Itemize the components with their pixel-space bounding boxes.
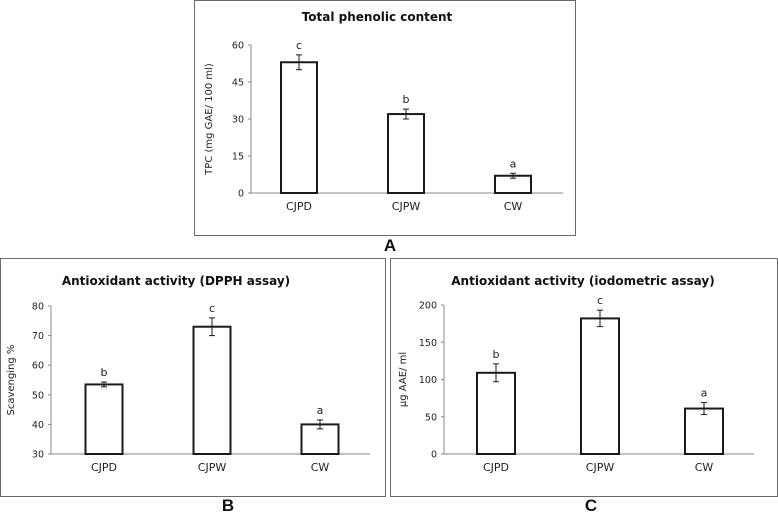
significance-letter: b bbox=[101, 366, 108, 379]
category-label: CJPD bbox=[91, 461, 117, 474]
significance-letter: a bbox=[701, 387, 708, 400]
y-tick-label: 100 bbox=[419, 375, 437, 386]
y-axis-label: µg AAE/ ml bbox=[398, 352, 409, 407]
y-tick-label: 60 bbox=[232, 41, 244, 52]
significance-letter: c bbox=[209, 302, 215, 315]
category-label: CJPW bbox=[392, 200, 421, 213]
bar-cw bbox=[684, 407, 724, 455]
bar-cjpd bbox=[476, 371, 516, 455]
category-label: CW bbox=[504, 200, 523, 213]
y-tick-label: 60 bbox=[32, 361, 44, 372]
y-tick-label: 50 bbox=[32, 390, 44, 401]
y-axis-label: TPC (mg GAE/ 100 ml) bbox=[204, 63, 215, 176]
category-label: CJPW bbox=[586, 461, 615, 474]
significance-letter: a bbox=[510, 157, 517, 170]
chart-title: Antioxidant activity (DPPH assay) bbox=[62, 274, 290, 288]
chart-c: Antioxidant activity (iodometric assay) 0… bbox=[398, 274, 754, 474]
y-tick-label: 70 bbox=[32, 331, 44, 342]
bar-cjpw bbox=[387, 113, 425, 194]
bar-cjpw bbox=[580, 317, 620, 455]
significance-letter: b bbox=[493, 348, 500, 361]
y-tick-label: 45 bbox=[232, 78, 244, 89]
panel-label-b: B bbox=[221, 496, 235, 515]
bar-cjpw bbox=[192, 325, 232, 455]
significance-letter: a bbox=[317, 404, 324, 417]
panel-label-a: A bbox=[383, 236, 397, 255]
category-label: CJPD bbox=[286, 200, 312, 213]
y-tick-label: 50 bbox=[425, 412, 437, 423]
panel-a-frame bbox=[194, 0, 576, 236]
category-label: CW bbox=[695, 461, 714, 474]
y-tick-label: 0 bbox=[431, 450, 437, 461]
significance-letter: b bbox=[403, 93, 410, 106]
y-tick-label: 80 bbox=[32, 302, 44, 313]
y-tick-label: 40 bbox=[32, 420, 44, 431]
category-label: CJPD bbox=[483, 461, 509, 474]
y-tick-label: 200 bbox=[419, 301, 437, 312]
significance-letter: c bbox=[296, 39, 302, 52]
chart-b: Antioxidant activity (DPPH assay) 30 40 50 6… bbox=[6, 274, 370, 474]
category-label: CJPW bbox=[198, 461, 227, 474]
y-tick-label: 30 bbox=[232, 115, 244, 126]
panel-label-c: C bbox=[584, 496, 598, 515]
y-tick-label: 15 bbox=[232, 152, 244, 163]
chart-a: Total phenolic content 0 15 30 45 60 TPC (mg G… bbox=[204, 10, 563, 213]
bar-cjpd bbox=[280, 61, 318, 195]
bar-cjpd bbox=[84, 383, 124, 455]
chart-title: Antioxidant activity (iodometric assay) bbox=[451, 274, 714, 288]
category-label: CW bbox=[311, 461, 330, 474]
y-tick-label: 0 bbox=[238, 189, 244, 200]
y-axis-label: Scavenging % bbox=[6, 345, 17, 416]
y-tick-label: 30 bbox=[32, 450, 44, 461]
significance-letter: c bbox=[597, 294, 603, 307]
y-tick-label: 150 bbox=[419, 338, 437, 349]
chart-title: Total phenolic content bbox=[302, 10, 453, 24]
